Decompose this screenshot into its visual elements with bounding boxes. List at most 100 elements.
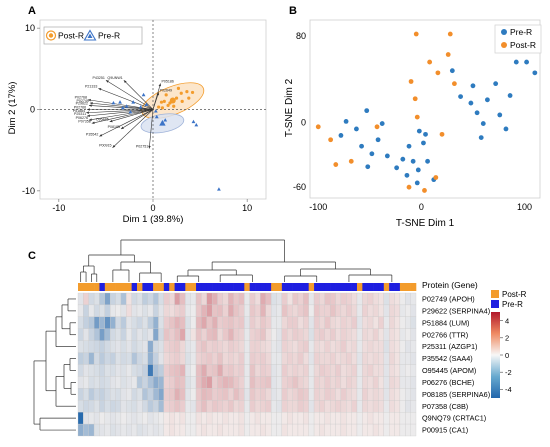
heatmap-cell [136, 388, 143, 401]
heatmap-cell [217, 364, 224, 377]
pca-y-tick-label: -10 [22, 186, 35, 196]
pca-loading-arrowhead [91, 121, 95, 124]
heatmap-cell [405, 423, 411, 437]
tsne-point-pre-r [404, 172, 410, 178]
heatmap-cell [222, 316, 229, 329]
heatmap-cell [330, 400, 336, 413]
heatmap-cell [335, 352, 342, 365]
heatmap-cell [228, 352, 234, 365]
heatmap-cell [260, 304, 266, 317]
heatmap-cell [201, 328, 207, 341]
heatmap-cell [152, 412, 159, 425]
heatmap-cell [104, 364, 111, 377]
heatmap-cell [367, 340, 374, 353]
pca-loading-arrow [112, 109, 154, 148]
heatmap-cell [136, 364, 143, 377]
heatmap-cell [297, 364, 304, 377]
group-cell-post-r [78, 283, 84, 291]
heatmap-cell [126, 423, 132, 437]
heatmap-cell [308, 376, 315, 389]
heatmap-cell [185, 292, 191, 306]
heatmap-cell [233, 388, 240, 401]
heatmap-cell [77, 304, 84, 317]
group-cell-post-r [153, 283, 159, 291]
pca-loading-arrowhead [158, 83, 162, 87]
pca-loading-label: P29622 [76, 101, 88, 105]
heatmap-cell [147, 376, 154, 389]
group-cell-pre-r [340, 283, 347, 291]
heatmap-cell [131, 292, 138, 306]
heatmap-cell [351, 412, 358, 425]
heatmap-cell [324, 423, 331, 437]
heatmap-cell [152, 364, 159, 377]
group-cell-pre-r [335, 283, 342, 291]
heatmap-cell [265, 292, 272, 306]
heatmap-cell [228, 292, 234, 306]
heatmap-cell [372, 423, 379, 437]
heatmap-cell [174, 292, 181, 306]
heatmap-cell [270, 316, 277, 329]
heatmap-cell [88, 352, 95, 365]
heatmap-cell [292, 340, 299, 353]
heatmap-cell [211, 364, 218, 377]
heatmap-row-labels: P02749 (APOH) P29622 (SERPINA4) P51884 (LU… [422, 295, 490, 435]
heatmap-cell [142, 340, 148, 353]
heatmap-cell [222, 400, 229, 413]
group-cell-post-r [356, 283, 363, 291]
heatmap-cell [254, 400, 261, 413]
group-cell-pre-r [222, 283, 229, 291]
heatmap-cell [99, 423, 105, 437]
heatmap-cell [340, 400, 347, 413]
heatmap-cell [249, 352, 256, 365]
tsne-x-tick-label: 100 [517, 202, 532, 212]
heatmap-cell [292, 400, 299, 413]
heatmap-cell [104, 423, 111, 437]
heatmap-cell [88, 328, 95, 341]
pca-loading-arrowhead [87, 108, 90, 111]
heatmap-legend-pre-r-swatch [491, 300, 499, 308]
heatmap-cell [254, 423, 261, 437]
heatmap-cell [142, 364, 148, 377]
heatmap-cell [260, 364, 266, 377]
heatmap-cell [244, 423, 250, 437]
heatmap-cell [233, 340, 240, 353]
heatmap-cell [362, 364, 368, 377]
heatmap-cell [281, 304, 288, 317]
pca-point-post-r [164, 93, 168, 97]
heatmap-cell [308, 364, 315, 377]
heatmap-cell [308, 400, 315, 413]
pca-point-post-r [190, 90, 195, 95]
heatmap-cell [324, 316, 331, 329]
heatmap-cell [303, 423, 309, 437]
heatmap-cell [93, 400, 100, 413]
heatmap-cell [104, 376, 111, 389]
tsne-legend-pre-r-marker [501, 29, 507, 35]
heatmap-cell [195, 376, 202, 389]
heatmap-cell [276, 364, 283, 377]
heatmap-cell [405, 376, 411, 389]
heatmap-row-label: O95445 (APOM) [422, 366, 476, 375]
heatmap-cell [126, 292, 132, 306]
pca-loading-arrow [99, 109, 154, 137]
heatmap-cell [206, 304, 213, 317]
group-cell-post-r [158, 283, 165, 291]
heatmap-cell [405, 292, 411, 306]
heatmap-cell [83, 328, 89, 341]
heatmap-cell [158, 292, 164, 306]
heatmap-cell [163, 423, 170, 437]
heatmap-cell [233, 412, 240, 425]
heatmap-cell [340, 364, 347, 377]
heatmap-cell [115, 412, 122, 425]
heatmap-cell [260, 340, 266, 353]
pca-point-pre-r [144, 102, 149, 107]
heatmap-cell [228, 388, 234, 401]
heatmap-cell [142, 304, 148, 317]
heatmap-cell [136, 412, 143, 425]
heatmap-cell [372, 304, 379, 317]
panel-a-label: A [28, 5, 36, 17]
group-cell-post-r [308, 283, 315, 291]
heatmap-cell [340, 352, 347, 365]
heatmap-cell [217, 352, 224, 365]
heatmap-cell [142, 423, 148, 437]
heatmap-cell [351, 376, 358, 389]
